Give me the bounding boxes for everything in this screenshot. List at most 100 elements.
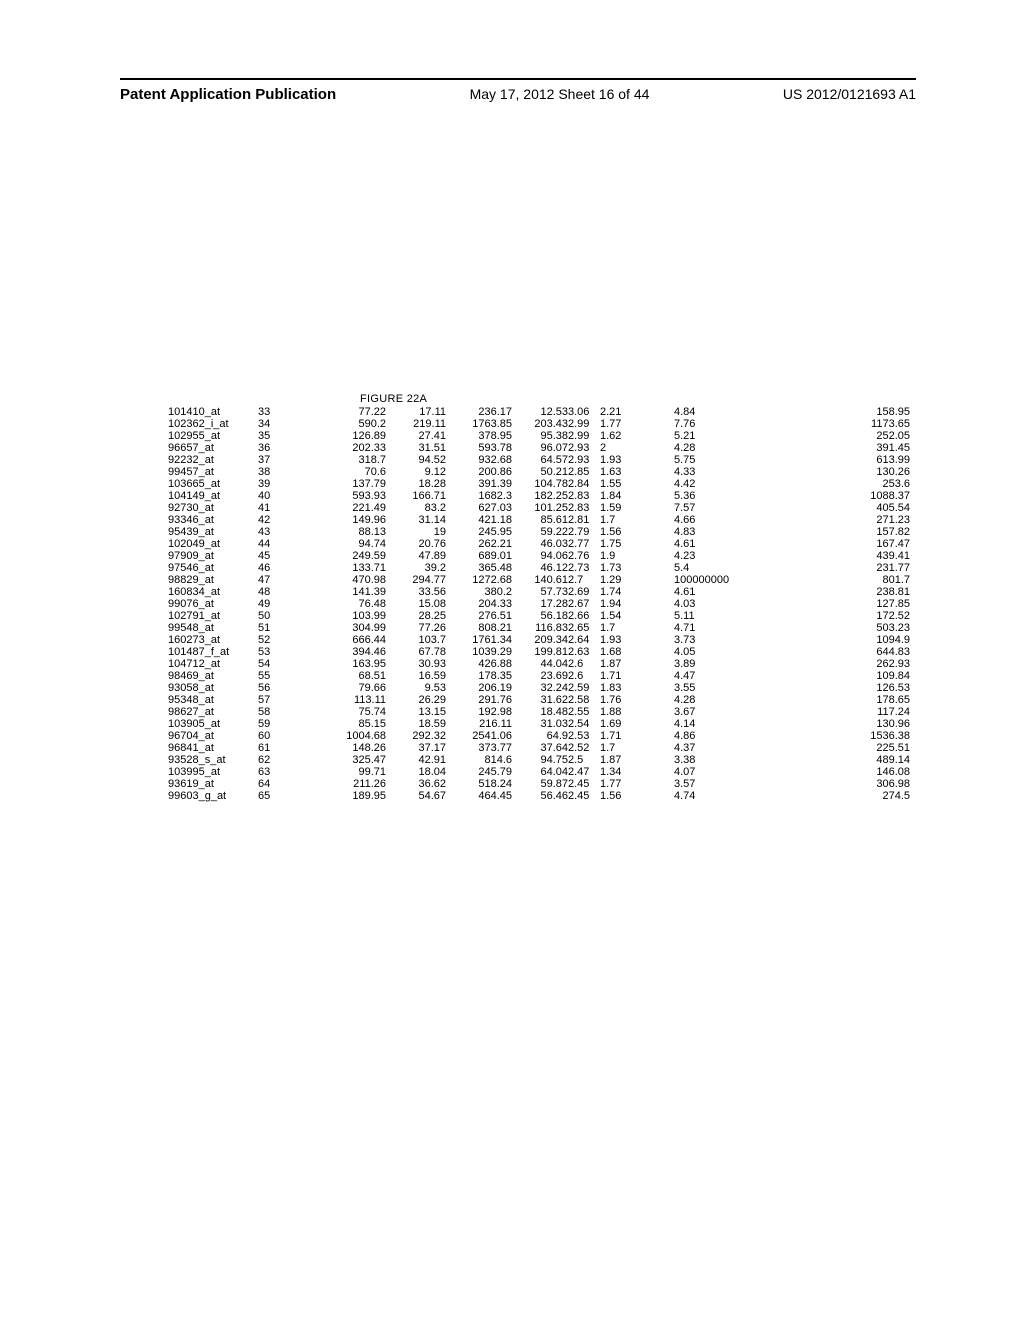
table-cell: 48	[258, 586, 288, 598]
table-cell: 5.75	[674, 454, 798, 466]
table-cell: 103665_at	[168, 478, 258, 490]
table-cell: 5.21	[674, 430, 798, 442]
table-cell: 126.89	[288, 430, 386, 442]
table-cell: 262.93	[798, 658, 910, 670]
table-cell: 2.69	[568, 586, 600, 598]
table-cell: 1.88	[600, 706, 674, 718]
table-cell: 36.62	[386, 778, 446, 790]
table-cell: 3.89	[674, 658, 798, 670]
table-cell: 274.5	[798, 790, 910, 802]
table-cell: 92232_at	[168, 454, 258, 466]
table-cell: 1.84	[600, 490, 674, 502]
table-cell: 292.32	[386, 730, 446, 742]
table-cell: 46	[258, 562, 288, 574]
table-cell: 94.06	[512, 550, 568, 562]
table-cell: 1173.65	[798, 418, 910, 430]
table-cell: 18.04	[386, 766, 446, 778]
table-cell: 98829_at	[168, 574, 258, 586]
table-cell: 245.95	[446, 526, 512, 538]
table-cell: 94.52	[386, 454, 446, 466]
table-cell: 44	[258, 538, 288, 550]
table-cell: 54.67	[386, 790, 446, 802]
table-cell: 57.73	[512, 586, 568, 598]
table-cell: 2.53	[568, 730, 600, 742]
table-cell: 102791_at	[168, 610, 258, 622]
table-row: 103905_at5985.1518.59216.1131.032.541.69…	[168, 718, 910, 730]
table-cell: 365.48	[446, 562, 512, 574]
table-cell: 421.18	[446, 514, 512, 526]
table-cell: 4.05	[674, 646, 798, 658]
table-cell: 4.66	[674, 514, 798, 526]
table-cell: 102955_at	[168, 430, 258, 442]
table-cell: 2541.06	[446, 730, 512, 742]
table-cell: 3.57	[674, 778, 798, 790]
table-row: 102049_at4494.7420.76262.2146.032.771.75…	[168, 538, 910, 550]
table-cell: 503.23	[798, 622, 910, 634]
table-cell: 518.24	[446, 778, 512, 790]
table-cell: 178.65	[798, 694, 910, 706]
table-cell: 49	[258, 598, 288, 610]
table-cell: 77.22	[288, 406, 386, 418]
table-row: 96657_at36202.3331.51593.7896.072.9324.2…	[168, 442, 910, 454]
table-cell: 44.04	[512, 658, 568, 670]
table-cell: 55	[258, 670, 288, 682]
table-cell: 104712_at	[168, 658, 258, 670]
table-cell: 23.69	[512, 670, 568, 682]
table-cell: 67.78	[386, 646, 446, 658]
table-row: 104149_at40593.93166.711682.3182.252.831…	[168, 490, 910, 502]
table-cell: 1.7	[600, 514, 674, 526]
table-cell: 1.73	[600, 562, 674, 574]
table-cell: 4.28	[674, 694, 798, 706]
table-row: 98627_at5875.7413.15192.9818.482.551.883…	[168, 706, 910, 718]
table-row: 102955_at35126.8927.41378.9595.382.991.6…	[168, 430, 910, 442]
table-cell: 7.57	[674, 502, 798, 514]
table-cell: 85.61	[512, 514, 568, 526]
table-cell: 182.25	[512, 490, 568, 502]
table-cell: 149.96	[288, 514, 386, 526]
table-cell: 489.14	[798, 754, 910, 766]
table-cell: 2.67	[568, 598, 600, 610]
table-cell: 98469_at	[168, 670, 258, 682]
table-cell: 95439_at	[168, 526, 258, 538]
table-row: 101410_at3377.2217.11236.1712.533.062.21…	[168, 406, 910, 418]
table-cell: 2.59	[568, 682, 600, 694]
table-cell: 51	[258, 622, 288, 634]
table-cell: 56	[258, 682, 288, 694]
table-cell: 593.78	[446, 442, 512, 454]
table-cell: 101.25	[512, 502, 568, 514]
table-cell: 133.71	[288, 562, 386, 574]
table-cell: 102049_at	[168, 538, 258, 550]
table-cell: 1.7	[600, 622, 674, 634]
table-cell: 252.05	[798, 430, 910, 442]
table-cell: 225.51	[798, 742, 910, 754]
table-cell: 178.35	[446, 670, 512, 682]
table-cell: 4.33	[674, 466, 798, 478]
table-cell: 140.61	[512, 574, 568, 586]
table-cell: 103.99	[288, 610, 386, 622]
table-cell: 47.89	[386, 550, 446, 562]
table-row: 99457_at3870.69.12200.8650.212.851.634.3…	[168, 466, 910, 478]
table-cell: 101487_f_at	[168, 646, 258, 658]
table-cell: 2.83	[568, 490, 600, 502]
table-cell: 18.59	[386, 718, 446, 730]
table-cell: 1.83	[600, 682, 674, 694]
table-cell: 2.6	[568, 670, 600, 682]
table-cell: 85.15	[288, 718, 386, 730]
table-cell: 137.79	[288, 478, 386, 490]
table-cell: 5.4	[674, 562, 798, 574]
table-cell: 41	[258, 502, 288, 514]
table-cell: 4.71	[674, 622, 798, 634]
table-cell: 464.45	[446, 790, 512, 802]
table-cell: 37.17	[386, 742, 446, 754]
table-cell: 18.28	[386, 478, 446, 490]
table-cell: 644.83	[798, 646, 910, 658]
table-cell: 2.81	[568, 514, 600, 526]
header-rule	[120, 78, 916, 80]
table-cell: 4.03	[674, 598, 798, 610]
table-cell: 378.95	[446, 430, 512, 442]
table-cell: 160273_at	[168, 634, 258, 646]
table-cell: 104149_at	[168, 490, 258, 502]
table-cell: 391.39	[446, 478, 512, 490]
table-cell: 2	[600, 442, 674, 454]
table-cell: 2.47	[568, 766, 600, 778]
